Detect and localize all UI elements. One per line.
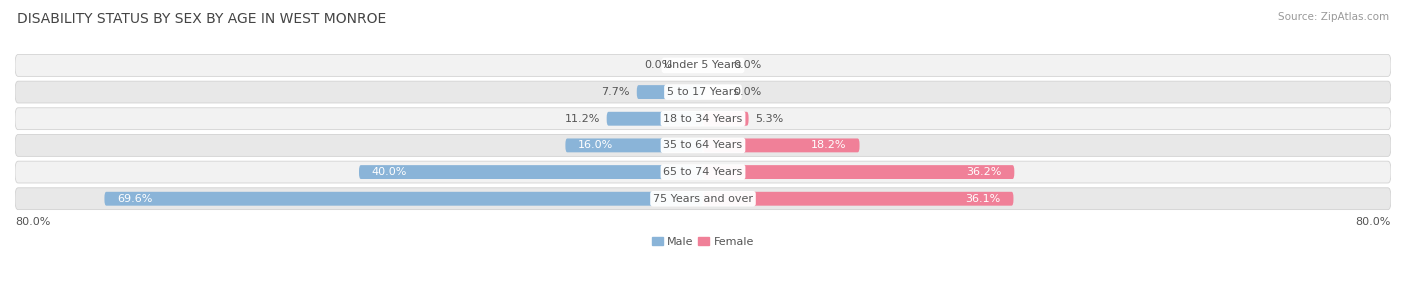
Text: 18.2%: 18.2% (811, 140, 846, 150)
FancyBboxPatch shape (606, 112, 703, 126)
FancyBboxPatch shape (637, 85, 703, 99)
Text: 69.6%: 69.6% (117, 194, 153, 204)
FancyBboxPatch shape (565, 138, 703, 152)
FancyBboxPatch shape (15, 81, 1391, 103)
Text: 7.7%: 7.7% (602, 87, 630, 97)
Text: 36.1%: 36.1% (966, 194, 1001, 204)
Text: 35 to 64 Years: 35 to 64 Years (664, 140, 742, 150)
Text: 0.0%: 0.0% (733, 60, 762, 71)
Text: 0.0%: 0.0% (644, 60, 673, 71)
Text: 5 to 17 Years: 5 to 17 Years (666, 87, 740, 97)
Text: 65 to 74 Years: 65 to 74 Years (664, 167, 742, 177)
Text: 36.2%: 36.2% (966, 167, 1001, 177)
FancyBboxPatch shape (703, 165, 1014, 179)
FancyBboxPatch shape (359, 165, 703, 179)
FancyBboxPatch shape (15, 188, 1391, 210)
FancyBboxPatch shape (15, 108, 1391, 130)
FancyBboxPatch shape (703, 112, 748, 126)
Text: 40.0%: 40.0% (373, 167, 408, 177)
Text: 80.0%: 80.0% (1355, 217, 1391, 227)
Text: Source: ZipAtlas.com: Source: ZipAtlas.com (1278, 12, 1389, 22)
FancyBboxPatch shape (15, 54, 1391, 76)
FancyBboxPatch shape (104, 192, 703, 206)
FancyBboxPatch shape (15, 134, 1391, 156)
Text: 5.3%: 5.3% (755, 114, 783, 124)
FancyBboxPatch shape (703, 138, 859, 152)
Text: 0.0%: 0.0% (733, 87, 762, 97)
FancyBboxPatch shape (15, 161, 1391, 183)
Text: 11.2%: 11.2% (564, 114, 600, 124)
Legend: Male, Female: Male, Female (647, 232, 759, 251)
Text: DISABILITY STATUS BY SEX BY AGE IN WEST MONROE: DISABILITY STATUS BY SEX BY AGE IN WEST … (17, 12, 387, 26)
Text: 80.0%: 80.0% (15, 217, 51, 227)
Text: 18 to 34 Years: 18 to 34 Years (664, 114, 742, 124)
Text: 75 Years and over: 75 Years and over (652, 194, 754, 204)
Text: 16.0%: 16.0% (578, 140, 613, 150)
Text: Under 5 Years: Under 5 Years (665, 60, 741, 71)
FancyBboxPatch shape (703, 192, 1014, 206)
